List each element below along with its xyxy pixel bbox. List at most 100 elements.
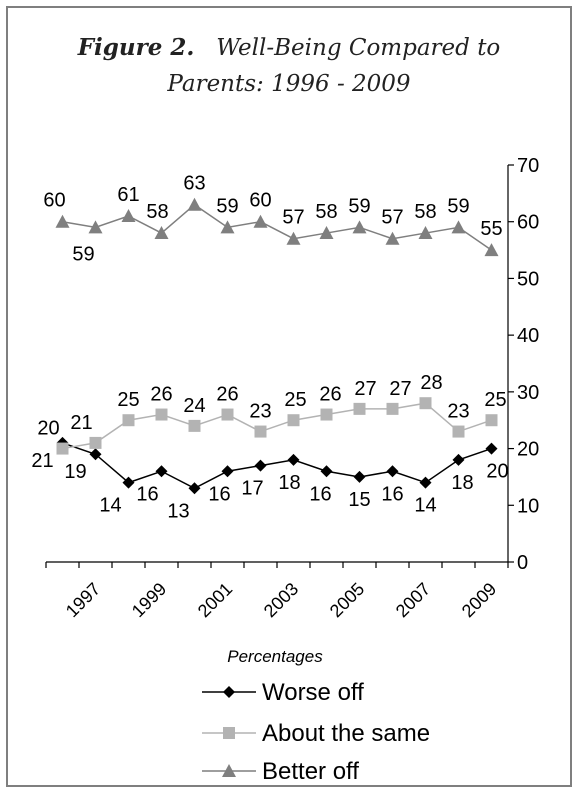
data-point	[88, 220, 103, 234]
x-tick-label: 2007	[392, 579, 434, 621]
chart-data-labels: 21 19 14 16 13 16 17 18 16 15 16 14 18 20 20 21 25 26 24 26…	[31, 173, 508, 523]
data-label: 26	[319, 384, 341, 406]
data-point	[221, 408, 234, 421]
x-tick-label: 2005	[326, 579, 368, 621]
x-tick-label: 1997	[62, 579, 104, 621]
legend-label: Better off	[262, 758, 359, 785]
data-label: 21	[31, 450, 53, 472]
title-line-2: Parents: 1996 - 2009	[167, 71, 411, 97]
legend-marker	[223, 727, 235, 739]
data-point	[451, 220, 466, 234]
data-label: 16	[381, 483, 403, 505]
y-tick-label: 40	[517, 325, 539, 347]
series-line-worse-off	[62, 442, 492, 490]
data-point	[353, 402, 366, 415]
data-label: 61	[117, 184, 139, 206]
data-label: 25	[117, 389, 139, 411]
data-point	[419, 476, 432, 489]
data-label: 28	[420, 372, 442, 394]
data-label: 27	[354, 378, 376, 400]
data-label: 25	[284, 389, 306, 411]
y-tick-label: 0	[517, 552, 528, 574]
data-point	[353, 470, 366, 483]
data-label: 55	[480, 218, 502, 240]
data-point	[154, 226, 169, 240]
data-point	[55, 214, 70, 228]
data-label: 16	[208, 483, 230, 505]
data-label: 59	[348, 195, 370, 217]
data-label: 57	[282, 207, 304, 229]
data-point	[122, 476, 135, 489]
data-point	[155, 408, 168, 421]
series-line-better-off	[62, 203, 492, 251]
data-point	[452, 453, 465, 466]
data-label: 59	[447, 195, 469, 217]
data-point	[122, 414, 135, 427]
data-label: 21	[70, 412, 92, 434]
data-label: 26	[150, 384, 172, 406]
data-point	[386, 465, 399, 478]
data-point	[254, 459, 267, 472]
data-label: 58	[146, 201, 168, 223]
data-point	[485, 414, 498, 427]
data-point	[385, 231, 400, 245]
data-label: 58	[315, 201, 337, 223]
data-point	[121, 209, 136, 223]
data-label: 17	[241, 478, 263, 500]
data-label: 18	[451, 472, 473, 494]
data-point	[320, 465, 333, 478]
data-label: 24	[183, 395, 205, 417]
x-tick-label: 2009	[458, 579, 500, 621]
data-label: 23	[447, 401, 469, 423]
data-label: 16	[309, 483, 331, 505]
y-tick-label: 50	[517, 268, 539, 290]
x-tick-label: 2001	[194, 579, 236, 621]
y-tick-label: 30	[517, 382, 539, 404]
data-label: 23	[249, 401, 271, 423]
data-label: 60	[43, 190, 65, 212]
data-point	[386, 402, 399, 415]
figure-label: Figure 2.	[77, 34, 195, 61]
data-label: 14	[99, 495, 121, 517]
data-label: 63	[183, 173, 205, 195]
data-point	[320, 408, 333, 421]
figure-frame	[6, 6, 572, 787]
data-point	[89, 436, 102, 449]
legend-label: Worse off	[262, 679, 364, 706]
data-label: 27	[389, 378, 411, 400]
data-label: 59	[216, 195, 238, 217]
data-point	[287, 414, 300, 427]
data-point	[89, 448, 102, 461]
figure-title: Figure 2. Well-Being Compared to Parents…	[0, 30, 578, 102]
data-point	[484, 243, 499, 257]
data-label: 20	[37, 418, 59, 440]
chart-lines	[62, 203, 492, 490]
data-point	[220, 220, 235, 234]
data-label: 57	[381, 207, 403, 229]
data-label: 14	[414, 495, 436, 517]
data-point	[319, 226, 334, 240]
y-tick-label: 10	[517, 495, 539, 517]
data-point	[485, 442, 498, 455]
data-point	[188, 419, 201, 432]
data-point	[155, 465, 168, 478]
x-tick-label: 1999	[128, 579, 170, 621]
data-point	[221, 465, 234, 478]
data-point	[287, 453, 300, 466]
data-point	[452, 425, 465, 438]
data-point	[188, 482, 201, 495]
title-line-1: Well-Being Compared to	[216, 35, 501, 61]
y-tick-label: 20	[517, 439, 539, 461]
data-point	[56, 442, 69, 455]
data-point	[419, 397, 432, 410]
y-tick-label: 70	[517, 155, 539, 177]
x-axis-label: Percentages	[227, 647, 323, 666]
data-label: 16	[136, 483, 158, 505]
data-point	[286, 231, 301, 245]
data-point	[418, 226, 433, 240]
legend-label: About the same	[262, 720, 430, 747]
x-tick-label: 2003	[260, 579, 302, 621]
data-point	[254, 425, 267, 438]
data-label: 19	[64, 461, 86, 483]
